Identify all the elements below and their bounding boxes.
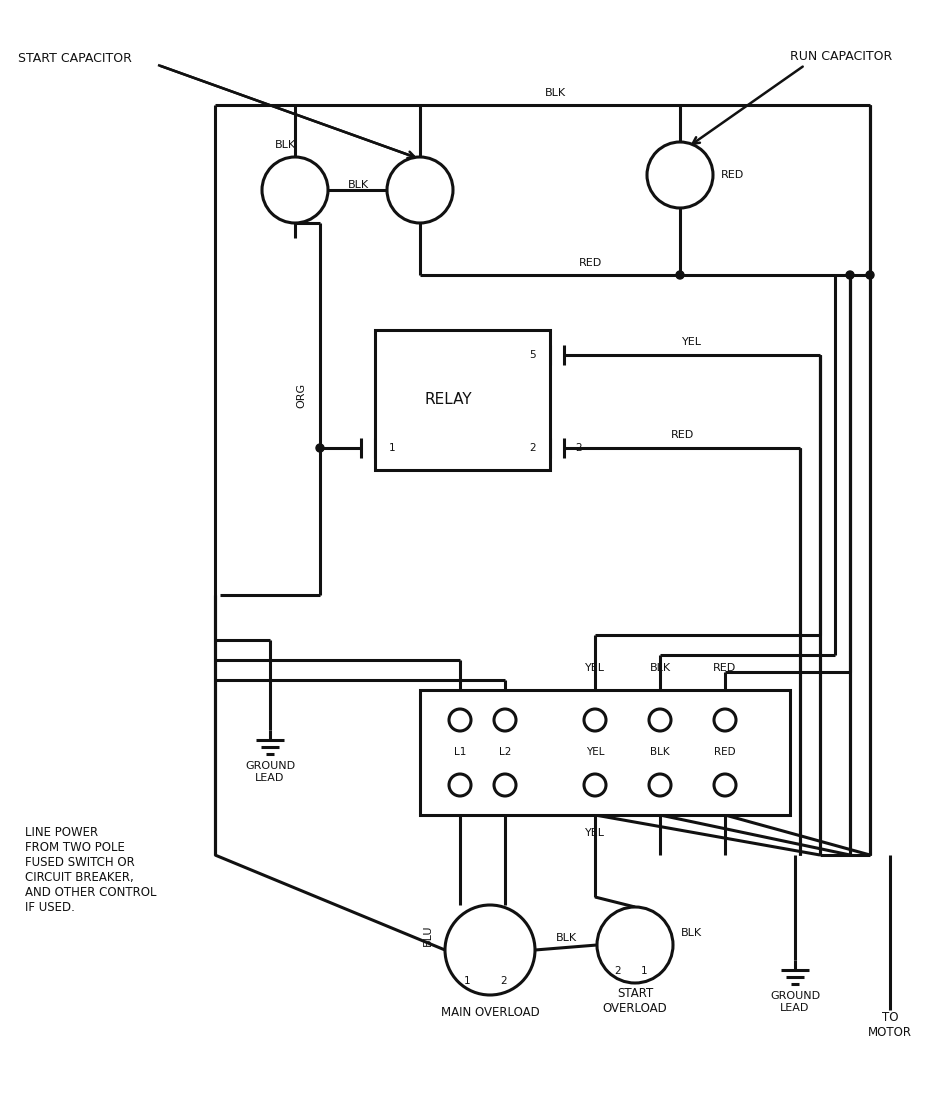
Circle shape [494, 775, 516, 796]
Circle shape [714, 709, 736, 731]
Text: 5: 5 [529, 350, 536, 360]
Text: START
OVERLOAD: START OVERLOAD [602, 987, 667, 1014]
Text: GROUND
LEAD: GROUND LEAD [245, 761, 295, 782]
Text: START CAPACITOR: START CAPACITOR [18, 51, 132, 65]
Text: RED: RED [713, 663, 736, 673]
Text: BLK: BLK [681, 929, 702, 939]
Circle shape [449, 775, 471, 796]
Circle shape [846, 271, 854, 279]
Circle shape [316, 444, 324, 452]
Bar [375, 330, 550, 470]
Circle shape [647, 142, 713, 208]
Text: RUN CAPACITOR: RUN CAPACITOR [790, 50, 892, 64]
Text: GROUND
LEAD: GROUND LEAD [770, 991, 820, 1013]
Circle shape [866, 271, 874, 279]
Text: BLK: BLK [544, 88, 565, 98]
Text: RED: RED [579, 258, 601, 268]
Circle shape [649, 775, 671, 796]
Circle shape [597, 907, 673, 983]
Text: BLU: BLU [423, 924, 433, 945]
Text: 1: 1 [641, 965, 648, 975]
Circle shape [449, 709, 471, 731]
Text: YEL: YEL [585, 663, 605, 673]
Text: YEL: YEL [586, 747, 604, 757]
Text: TO
MOTOR: TO MOTOR [868, 1011, 912, 1039]
Text: L1: L1 [454, 747, 466, 757]
Text: BLK: BLK [650, 747, 670, 757]
Text: YEL: YEL [585, 828, 605, 838]
Circle shape [584, 775, 606, 796]
Text: 2: 2 [615, 965, 621, 975]
Text: LINE POWER
FROM TWO POLE
FUSED SWITCH OR
CIRCUIT BREAKER,
AND OTHER CONTROL
IF U: LINE POWER FROM TWO POLE FUSED SWITCH OR… [25, 826, 157, 914]
Circle shape [584, 709, 606, 731]
Text: 1: 1 [389, 443, 395, 453]
Text: BLK: BLK [348, 180, 369, 190]
Circle shape [676, 271, 684, 279]
Text: RED: RED [714, 747, 736, 757]
Text: ORG: ORG [296, 383, 306, 407]
Text: 2: 2 [501, 975, 506, 985]
Circle shape [494, 709, 516, 731]
Text: RED: RED [721, 170, 744, 180]
Text: 1: 1 [465, 975, 471, 985]
Circle shape [649, 709, 671, 731]
Text: BLK: BLK [556, 933, 577, 943]
Text: RELAY: RELAY [425, 393, 472, 407]
Text: BLK: BLK [275, 140, 295, 150]
Circle shape [714, 775, 736, 796]
Text: 2: 2 [529, 443, 536, 453]
Text: RED: RED [671, 430, 694, 440]
Text: MAIN OVERLOAD: MAIN OVERLOAD [441, 1007, 540, 1020]
Circle shape [387, 157, 453, 223]
Text: L2: L2 [499, 747, 511, 757]
Text: YEL: YEL [682, 337, 702, 347]
Circle shape [262, 157, 328, 223]
Text: 2: 2 [575, 443, 581, 453]
Circle shape [445, 905, 535, 995]
Bar [420, 690, 790, 815]
Text: BLK: BLK [650, 663, 671, 673]
